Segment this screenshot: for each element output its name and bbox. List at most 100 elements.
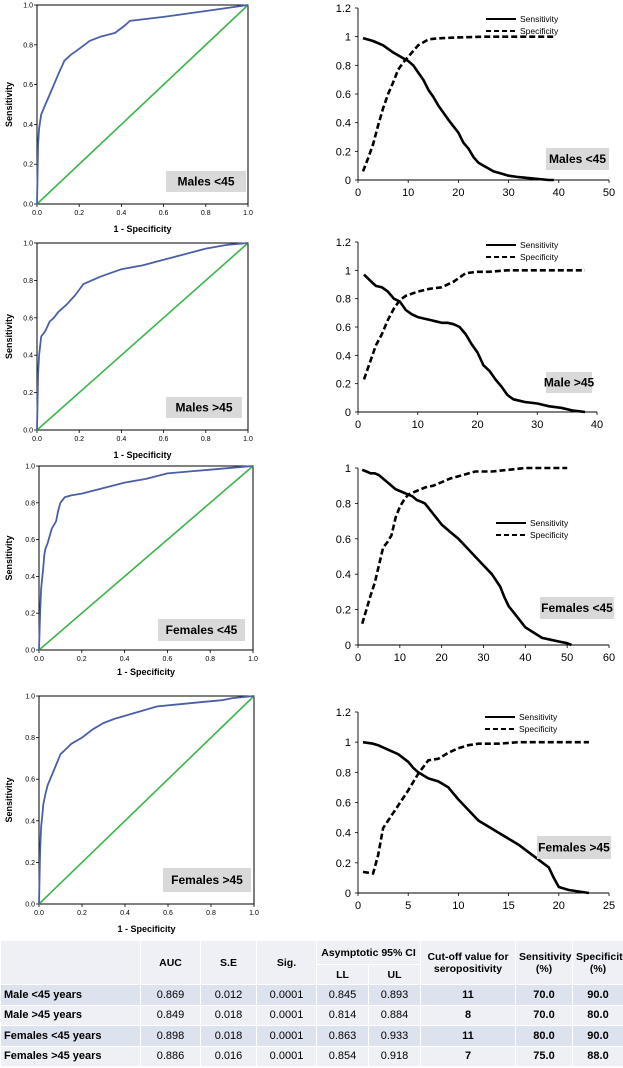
x-tick-label: 30 <box>531 419 543 431</box>
group-label: Females <45 <box>166 623 238 637</box>
x-tick-label: 0.0 <box>34 910 44 917</box>
cell-cutoff: 8 <box>420 1004 516 1026</box>
cell-sensitivity: 75.0 <box>515 1045 573 1067</box>
roc-curve <box>36 242 249 431</box>
roc-curve <box>38 465 254 651</box>
y-tick-label: 0.4 <box>336 118 351 130</box>
x-tick-label: 1.0 <box>243 436 253 443</box>
group-label: Males <45 <box>549 152 606 166</box>
y-axis-label: Sensitivity <box>4 535 14 580</box>
roc-curve <box>38 695 255 905</box>
y-axis-label: Sensitivity <box>4 314 14 359</box>
cell-se: 0.016 <box>200 1045 257 1067</box>
header-specificity: Specificity (%) <box>572 940 623 985</box>
header-sensitivity: Sensitivity (%) <box>515 940 573 985</box>
table-row: Male >45 years 0.849 0.018 0.0001 0.814 … <box>0 1004 623 1026</box>
header-ul: UL <box>368 964 421 985</box>
x-tick-label: 0 <box>355 419 361 431</box>
x-axis-label: 1 - Specificity <box>117 924 175 934</box>
x-tick-label: 5 <box>405 900 411 912</box>
specificity-line <box>360 466 568 625</box>
y-tick-label: 0.8 <box>25 500 35 507</box>
group-label: Females <45 <box>541 601 613 615</box>
cell-sensitivity: 70.0 <box>515 1004 573 1026</box>
cell-ll: 0.854 <box>316 1045 369 1067</box>
header-ll: LL <box>316 964 369 985</box>
y-tick-label: 0.6 <box>23 315 33 322</box>
cell-auc: 0.886 <box>140 1045 201 1067</box>
cell-ul: 0.893 <box>368 984 421 1006</box>
group-label: Males <45 <box>177 175 234 189</box>
x-tick-label: 15 <box>502 900 514 912</box>
x-tick-label: 20 <box>553 900 565 912</box>
row-name: Females >45 years <box>0 1045 141 1067</box>
group-label-box <box>158 619 245 641</box>
group-label-box <box>546 148 609 170</box>
x-tick-label: 0.0 <box>32 436 42 443</box>
cell-se: 0.018 <box>200 1004 257 1026</box>
cell-ul: 0.884 <box>368 1004 421 1026</box>
y-tick-label: 1.2 <box>336 707 351 719</box>
cell-sensitivity: 80.0 <box>515 1025 573 1047</box>
sensitivity-line <box>361 468 572 647</box>
x-tick-label: 0.0 <box>34 656 44 663</box>
table-row: Females <45 years 0.898 0.018 0.0001 0.8… <box>0 1025 623 1047</box>
x-tick-label: 20 <box>471 419 483 431</box>
cell-ll: 0.845 <box>316 984 369 1006</box>
legend-sensitivity: Sensitivity <box>519 712 558 722</box>
table-subheader-row: LL UL <box>1 964 623 985</box>
sensitivity-line <box>362 740 590 895</box>
x-tick-label: 0.2 <box>74 436 84 443</box>
y-tick-label: 0.8 <box>336 498 351 510</box>
cell-sig: 0.0001 <box>256 1045 317 1067</box>
x-tick-label: 50 <box>561 652 573 664</box>
y-tick-label: 1 <box>345 737 351 749</box>
legend-specificity: Specificity <box>519 724 558 734</box>
y-tick-label: 0.2 <box>336 858 351 870</box>
x-tick-label: 0.8 <box>201 436 211 443</box>
y-tick-label: 1.0 <box>25 694 35 701</box>
cell-sig: 0.0001 <box>256 1004 317 1026</box>
y-tick-label: 0.0 <box>23 202 33 209</box>
x-tick-label: 0.6 <box>163 910 173 917</box>
header-ci: Asymptotic 95% CI <box>316 940 421 965</box>
y-tick-label: 0.8 <box>336 60 351 72</box>
cutoff-chart: 0 10 20 30 40 50 60 0 0.2 0.4 0.6 0.8 1 Sensitivity Sp… <box>336 463 615 664</box>
y-tick-label: 0.8 <box>336 294 351 306</box>
y-tick-label: 1.0 <box>23 3 33 10</box>
x-tick-label: 0.2 <box>77 910 87 917</box>
x-tick-label: 0.6 <box>163 656 173 663</box>
roc-chart: 0.0 0.2 0.4 0.6 0.8 1.0 0.0 0.2 0.4 0.6 0.8 1.0 1 - … <box>4 3 253 235</box>
x-tick-label: 0.4 <box>120 656 130 663</box>
y-tick-label: 0.2 <box>25 611 35 618</box>
x-tick-label: 0.2 <box>77 656 87 663</box>
group-label-box <box>546 372 592 393</box>
x-tick-label: 0 <box>355 900 361 912</box>
y-tick-label: 0.2 <box>336 146 351 158</box>
x-axis-label: 1 - Specificity <box>113 224 171 234</box>
specificity-line <box>362 269 585 380</box>
cell-ll: 0.863 <box>316 1025 369 1047</box>
x-tick-label: 20 <box>436 652 448 664</box>
y-tick-label: 0.4 <box>25 574 35 581</box>
row-name: Females <45 years <box>0 1025 141 1047</box>
x-tick-label: 0 <box>355 652 361 664</box>
y-tick-label: 0.8 <box>23 278 33 285</box>
legend-specificity: Specificity <box>520 26 559 36</box>
x-axis-label: 1 - Specificity <box>113 450 171 460</box>
specificity-line <box>361 35 554 172</box>
y-axis-label: Sensitivity <box>4 777 14 822</box>
x-tick-label: 0.4 <box>117 210 127 217</box>
group-label-box <box>163 868 251 892</box>
sensitivity-line <box>362 36 554 182</box>
y-tick-label: 0.4 <box>23 122 33 129</box>
cell-sensitivity: 70.0 <box>515 984 573 1006</box>
y-tick-label: 0.4 <box>23 353 33 360</box>
x-tick-label: 0.6 <box>159 436 169 443</box>
cell-sig: 0.0001 <box>256 984 317 1006</box>
reference-line <box>36 4 249 205</box>
x-tick-label: 30 <box>477 652 489 664</box>
cell-auc: 0.898 <box>140 1025 201 1047</box>
y-tick-label: 0.6 <box>336 534 351 546</box>
x-tick-label: 40 <box>591 419 603 431</box>
